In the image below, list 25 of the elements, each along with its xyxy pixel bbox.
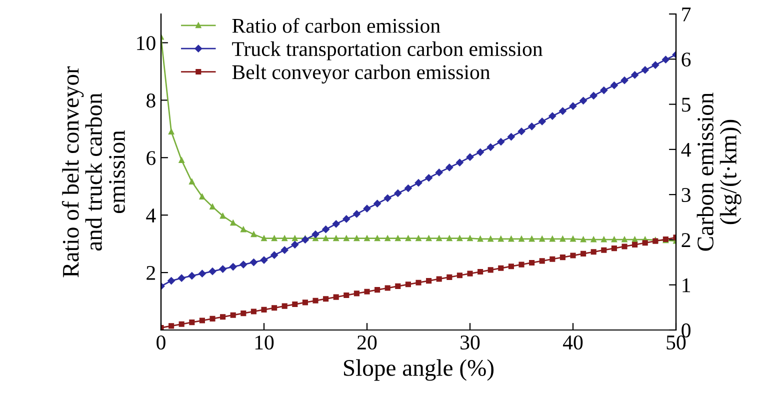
legend-label: Belt conveyor carbon emission bbox=[232, 64, 490, 84]
x-tick-label: 50 bbox=[666, 335, 686, 350]
y2-tick-label: 4 bbox=[681, 142, 691, 157]
legend-label: Truck transportation carbon emission bbox=[232, 41, 543, 60]
y2-tick-label: 5 bbox=[682, 98, 690, 112]
y-tick-label: 6 bbox=[146, 151, 156, 166]
x-tick-label: 30 bbox=[460, 335, 480, 350]
y-axis-title: Ratio of belt conveyor and truck carbon emission bbox=[62, 66, 125, 278]
y-tick-label: 8 bbox=[146, 94, 156, 108]
x-tick-label: 40 bbox=[562, 335, 583, 350]
y-tick-label: 2 bbox=[146, 266, 155, 280]
y2-tick-label: 3 bbox=[682, 188, 690, 202]
y-tick-label: 10 bbox=[137, 36, 156, 50]
y2-tick-label: 2 bbox=[682, 233, 690, 247]
y2-tick-label: 7 bbox=[682, 8, 691, 22]
y2-tick-label: 6 bbox=[682, 52, 691, 67]
x-axis-title: Slope angle (%) bbox=[344, 359, 494, 381]
x-tick-label: 0 bbox=[156, 335, 166, 350]
legend-label: Ratio of carbon emission bbox=[232, 18, 440, 33]
y2-tick-label: 1 bbox=[682, 278, 690, 292]
y2-axis-title: Carbon emission (kg/(t·km)) bbox=[696, 92, 742, 251]
x-tick-label: 10 bbox=[255, 335, 274, 350]
y2-tick-label: 0 bbox=[682, 323, 690, 338]
x-tick-label: 20 bbox=[358, 335, 377, 350]
y-tick-label: 4 bbox=[146, 208, 156, 222]
